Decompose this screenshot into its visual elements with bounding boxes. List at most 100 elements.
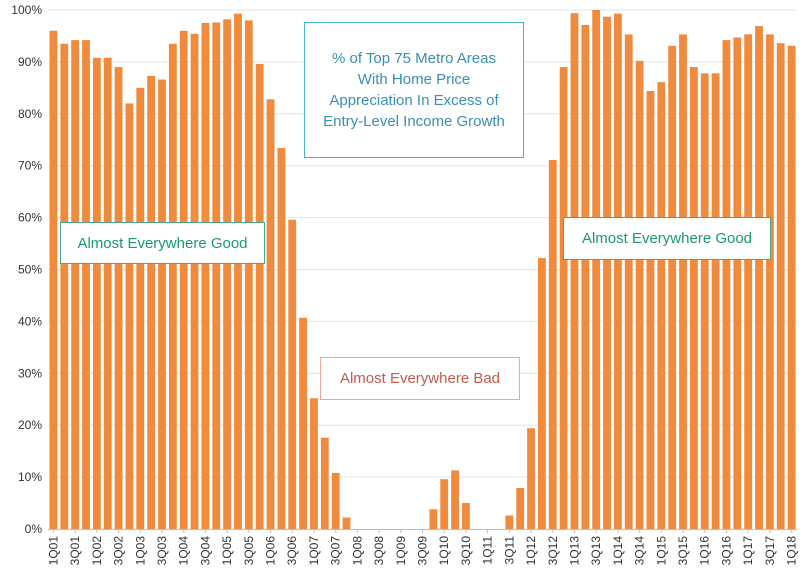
x-tick-label: 1Q11: [481, 536, 495, 565]
x-tick-label: 1Q03: [133, 536, 147, 566]
bar-2Q03: [147, 75, 156, 529]
bar-2Q10: [451, 470, 459, 529]
bar-1Q03: [136, 87, 145, 529]
bar-2Q16: [711, 73, 720, 529]
y-tick-label: 60%: [18, 211, 42, 225]
bar-2Q06: [277, 148, 286, 530]
bar-2Q15: [668, 45, 677, 530]
x-axis: 1Q01 3Q01 1Q02 3Q02 1Q03 3Q03 1Q04 3Q04 1Q05 3Q05…: [46, 529, 799, 566]
x-tick-label: 3Q13: [589, 536, 603, 566]
bar-3Q05: [244, 20, 253, 529]
bar-2Q05: [234, 13, 242, 529]
bar-2Q14: [624, 34, 633, 529]
bar-1Q13: [570, 13, 579, 530]
annotation-bad-text: Almost Everywhere Bad: [339, 370, 501, 387]
bar-3Q04: [201, 22, 210, 529]
bar-1Q06: [266, 99, 275, 530]
bar-2Q02: [103, 57, 112, 529]
x-tick-label: 1Q14: [611, 536, 625, 566]
bar-3Q10: [462, 503, 470, 529]
bar-2Q07: [320, 437, 329, 529]
bar-1Q12: [527, 428, 535, 529]
bar-4Q03: [168, 43, 177, 529]
x-tick-label: 3Q07: [329, 536, 343, 566]
bar-4Q14: [646, 90, 655, 530]
bar-3Q16: [722, 40, 731, 529]
x-tick-label: 3Q06: [285, 536, 299, 566]
x-tick-label: 3Q11: [502, 536, 516, 565]
bar-4Q15: [689, 67, 698, 529]
bar-series: [49, 10, 796, 530]
bar-1Q07: [310, 398, 318, 529]
annotation-good-left: Almost Everywhere Good: [60, 222, 265, 264]
x-tick-label: 3Q02: [112, 536, 126, 566]
bar-1Q18: [787, 45, 796, 530]
bar-3Q03: [158, 79, 166, 530]
x-tick-label: 1Q13: [567, 536, 581, 566]
x-tick-label: 3Q17: [763, 536, 777, 566]
bar-1Q17: [744, 34, 753, 529]
chart-title-box: % of Top 75 Metro Areas With Home Price …: [304, 22, 524, 158]
x-tick-label: 1Q17: [741, 536, 755, 566]
x-tick-label: 3Q12: [546, 536, 560, 566]
bar-1Q02: [92, 57, 101, 529]
y-tick-label: 30%: [18, 366, 42, 380]
x-tick-label: 3Q03: [155, 536, 169, 566]
x-tick-label: 1Q04: [177, 536, 191, 566]
bar-4Q16: [733, 37, 742, 529]
bar-4Q13: [603, 16, 611, 529]
bar-3Q14: [635, 60, 644, 530]
bar-4Q09: [429, 509, 438, 529]
bar-4Q06: [299, 317, 308, 529]
bar-4Q11: [516, 488, 525, 529]
bar-1Q14: [613, 13, 622, 529]
x-tick-label: 1Q12: [524, 536, 538, 566]
x-tick-label: 3Q14: [633, 536, 647, 566]
bar-2Q01: [60, 43, 69, 529]
bar-1Q05: [223, 19, 232, 530]
x-tick-label: 3Q08: [372, 536, 386, 566]
x-tick-label: 1Q16: [698, 536, 712, 566]
x-tick-label: 1Q18: [785, 536, 799, 566]
x-tick-label: 1Q06: [264, 536, 278, 566]
x-tick-label: 1Q09: [394, 536, 408, 566]
bar-2Q12: [538, 258, 546, 529]
bar-1Q16: [700, 73, 709, 529]
bar-4Q05: [255, 63, 264, 529]
bar-3Q17: [765, 34, 774, 529]
x-tick-label: 1Q02: [90, 536, 104, 566]
bar-3Q02: [114, 67, 123, 529]
x-tick-label: 1Q10: [437, 536, 451, 566]
bar-3Q11: [505, 515, 514, 529]
y-axis: 0% 10% 20% 30% 40% 50% 60% 70% 80% 90% 100%: [11, 3, 42, 536]
bar-1Q04: [179, 30, 188, 529]
bar-4Q01: [82, 40, 90, 529]
bar-3Q01: [71, 40, 80, 529]
x-tick-label: 1Q07: [307, 536, 321, 566]
bar-1Q15: [657, 82, 666, 529]
y-tick-label: 70%: [18, 159, 42, 173]
y-tick-label: 10%: [18, 470, 42, 484]
bar-4Q17: [776, 43, 785, 529]
bar-1Q01: [49, 30, 58, 529]
bar-4Q02: [125, 103, 134, 530]
bar-2Q17: [755, 26, 763, 530]
x-tick-label: 3Q09: [416, 536, 430, 566]
bar-4Q12: [559, 67, 568, 529]
y-tick-label: 20%: [18, 418, 42, 432]
x-tick-label: 3Q10: [459, 536, 473, 566]
bar-3Q06: [288, 219, 297, 529]
x-tick-label: 3Q01: [68, 536, 82, 566]
annotation-bad: Almost Everywhere Bad: [320, 357, 520, 400]
chart-title: % of Top 75 Metro Areas With Home Price …: [323, 50, 505, 130]
bar-4Q04: [212, 22, 221, 530]
bar-3Q15: [679, 34, 687, 529]
y-tick-label: 40%: [18, 314, 42, 328]
annotation-good-right-text: Almost Everywhere Good: [581, 230, 753, 247]
y-tick-label: 80%: [18, 107, 42, 121]
annotation-good-right: Almost Everywhere Good: [563, 217, 771, 260]
bar-3Q12: [548, 159, 557, 530]
x-tick-label: 3Q05: [242, 536, 256, 566]
bar-1Q10: [440, 479, 449, 529]
